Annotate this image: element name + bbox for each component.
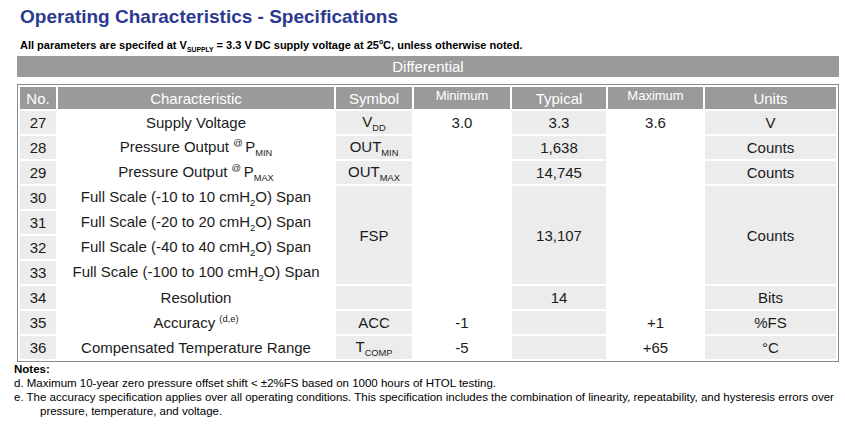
cell-units: %FS: [705, 311, 836, 334]
cell-typical: [512, 336, 606, 359]
cell-maximum: [608, 136, 703, 159]
cell-minimum: [414, 161, 510, 184]
cell-characteristic: Pressure Output @ PMAX: [58, 161, 334, 184]
table-row: 34Resolution 14 Bits: [20, 286, 836, 309]
cell-no: 32: [20, 236, 56, 259]
header-units: Units: [705, 87, 836, 109]
page: Operating Characteristics - Specificatio…: [0, 0, 845, 431]
cell-symbol: ACC: [336, 311, 412, 334]
cell-maximum: +65: [608, 336, 703, 359]
cell-symbol: OUTMIN: [336, 136, 412, 159]
cell-no: 30: [20, 186, 56, 209]
cell-typical: 14: [512, 286, 606, 309]
subtitle: All parameters are specifed at VSUPPLY =…: [20, 38, 522, 53]
cell-symbol: [336, 286, 412, 309]
spec-table-body: 27Supply VoltageVDD3.03.33.6V28Pressure …: [20, 111, 836, 359]
cell-no: 27: [20, 111, 56, 134]
notes-section: Notes: d. Maximum 10-year zero pressure …: [14, 362, 838, 418]
cell-units: Counts: [705, 161, 836, 184]
header-no: No.: [20, 87, 56, 109]
cell-no: 35: [20, 311, 56, 334]
cell-minimum: [414, 286, 510, 309]
spec-table-outline: No.CharacteristicSymbolMinimumTypicalMax…: [17, 84, 839, 362]
cell-units: V: [705, 111, 836, 134]
cell-characteristic: Full Scale (-20 to 20 cmH2O) Span: [58, 211, 334, 234]
note-item: e. The accuracy specification applies ov…: [14, 390, 838, 418]
cell-characteristic: Full Scale (-10 to 10 cmH2O) Span: [58, 186, 334, 209]
cell-typical: [512, 311, 606, 334]
cell-units: Counts: [705, 186, 836, 284]
table-row: 27Supply VoltageVDD3.03.33.6V: [20, 111, 836, 134]
cell-characteristic: Full Scale (-100 to 100 cmH2O) Span: [58, 261, 334, 284]
table-row: 35Accuracy (d,e)ACC-1 +1%FS: [20, 311, 836, 334]
differential-band: Differential: [17, 56, 839, 77]
cell-maximum: [608, 161, 703, 184]
cell-characteristic: Pressure Output @ PMIN: [58, 136, 334, 159]
cell-characteristic: Supply Voltage: [58, 111, 334, 134]
cell-units: Counts: [705, 136, 836, 159]
cell-maximum: [608, 186, 703, 209]
cell-symbol: FSP: [336, 186, 412, 284]
header-characteristic: Characteristic: [58, 87, 334, 109]
cell-minimum: [414, 211, 510, 234]
cell-minimum: [414, 136, 510, 159]
cell-maximum: [608, 211, 703, 234]
cell-characteristic: Resolution: [58, 286, 334, 309]
page-title: Operating Characteristics - Specificatio…: [20, 6, 398, 28]
cell-symbol: OUTMAX: [336, 161, 412, 184]
header-symbol: Symbol: [336, 87, 412, 109]
cell-maximum: 3.6: [608, 111, 703, 134]
cell-minimum: [414, 186, 510, 209]
cell-typical: 14,745: [512, 161, 606, 184]
cell-no: 34: [20, 286, 56, 309]
table-row: 28Pressure Output @ PMINOUTMIN 1,638 Count…: [20, 136, 836, 159]
cell-minimum: [414, 236, 510, 259]
cell-minimum: 3.0: [414, 111, 510, 134]
cell-symbol: TCOMP: [336, 336, 412, 359]
cell-no: 36: [20, 336, 56, 359]
notes-heading: Notes:: [14, 362, 838, 376]
cell-maximum: [608, 261, 703, 284]
header-typical: Typical: [512, 87, 606, 109]
header-minimum: Minimum: [414, 87, 510, 109]
note-item: d. Maximum 10-year zero pressure offset …: [14, 376, 838, 390]
cell-typical: 1,638: [512, 136, 606, 159]
notes-list: d. Maximum 10-year zero pressure offset …: [14, 376, 838, 418]
table-row: 36Compensated Temperature RangeTCOMP-5 +6…: [20, 336, 836, 359]
cell-characteristic: Full Scale (-40 to 40 cmH2O) Span: [58, 236, 334, 259]
cell-typical: 13,107: [512, 186, 606, 284]
cell-no: 33: [20, 261, 56, 284]
cell-minimum: [414, 261, 510, 284]
cell-maximum: [608, 286, 703, 309]
cell-no: 28: [20, 136, 56, 159]
table-row: 30Full Scale (-10 to 10 cmH2O) SpanFSP13…: [20, 186, 836, 209]
spec-table-header-row: No.CharacteristicSymbolMinimumTypicalMax…: [20, 87, 836, 109]
header-maximum: Maximum: [608, 87, 703, 109]
cell-no: 29: [20, 161, 56, 184]
table-row: 29Pressure Output @ PMAXOUTMAX 14,745 Coun…: [20, 161, 836, 184]
cell-minimum: -1: [414, 311, 510, 334]
cell-characteristic: Compensated Temperature Range: [58, 336, 334, 359]
cell-maximum: [608, 236, 703, 259]
cell-no: 31: [20, 211, 56, 234]
cell-characteristic: Accuracy (d,e): [58, 311, 334, 334]
cell-units: Bits: [705, 286, 836, 309]
cell-minimum: -5: [414, 336, 510, 359]
cell-units: °C: [705, 336, 836, 359]
cell-maximum: +1: [608, 311, 703, 334]
cell-symbol: VDD: [336, 111, 412, 134]
spec-table: No.CharacteristicSymbolMinimumTypicalMax…: [18, 85, 838, 361]
cell-typical: 3.3: [512, 111, 606, 134]
